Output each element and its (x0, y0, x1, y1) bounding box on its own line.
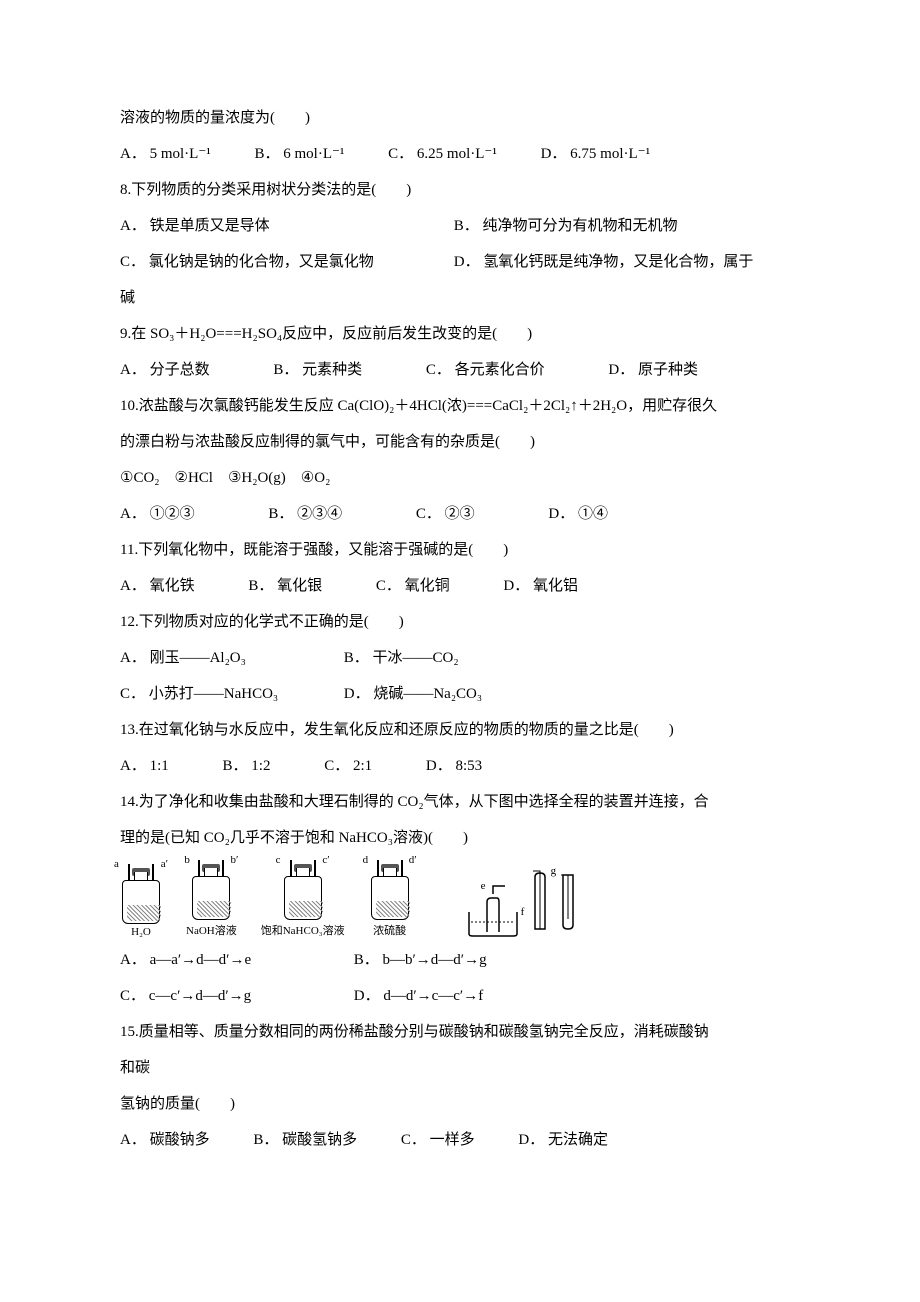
trough-icon (465, 884, 521, 938)
bottle-d-label-l: d (363, 854, 369, 866)
q10-opt-a: A． ①②③ (120, 496, 195, 532)
q11-opt-a: A． 氧化铁 (120, 568, 195, 604)
bottle-d: d d′ 浓硫酸 (369, 864, 411, 938)
q8-opt-d-cont: 碱 (120, 280, 800, 316)
bottle-b-caption: NaOH溶液 (186, 922, 237, 938)
label-f: f (521, 906, 525, 918)
q11-options: A． 氧化铁 B． 氧化银 C． 氧化铜 D． 氧化铝 (120, 568, 800, 604)
bottle-a-label-l: a (114, 858, 119, 870)
q9-opt-c: C． 各元素化合价 (426, 352, 545, 388)
q13-opt-d: D． 8:53 (426, 748, 482, 784)
bottle-d-label-r: d′ (409, 854, 417, 866)
q13-opt-b: B． 1:2 (223, 748, 271, 784)
q15-opt-d: D． 无法确定 (518, 1122, 608, 1158)
q10-options: A． ①②③ B． ②③④ C． ②③ D． ①④ (120, 496, 800, 532)
bottle-a-caption: H₂O (131, 926, 151, 938)
q7-opt-a: A． 5 mol·L⁻¹ (120, 136, 211, 172)
tube-down-icon (559, 869, 577, 933)
q7-opt-d: D． 6.75 mol·L⁻¹ (541, 136, 651, 172)
q8-opt-a: A． 铁是单质又是导体 (120, 208, 450, 244)
q12-opt-c: C． 小苏打——NaHCO₃ (120, 676, 340, 712)
label-g: g (551, 865, 557, 877)
q7-stem: 溶液的物质的量浓度为( ) (120, 100, 800, 136)
q9-opt-d: D． 原子种类 (608, 352, 698, 388)
q9-stem: 9.在 SO₃＋H₂O===H₂SO₄反应中，反应前后发生改变的是( ) (120, 316, 800, 352)
bottle-b-label-r: b′ (230, 854, 238, 866)
q7-opt-c: C． 6.25 mol·L⁻¹ (388, 136, 497, 172)
q12-row2: C． 小苏打——NaHCO₃ D． 烧碱——Na₂CO₃ (120, 676, 800, 712)
bottle-c-caption: 饱和NaHCO₃溶液 (261, 922, 345, 938)
q12-opt-b: B． 干冰——CO₂ (344, 640, 459, 676)
q13-opt-c: C． 2:1 (324, 748, 372, 784)
q15-stem3: 氢钠的质量( ) (120, 1086, 800, 1122)
q10-stem2: 的漂白粉与浓盐酸反应制得的氯气中，可能含有的杂质是( ) (120, 424, 800, 460)
q14-stem2: 理的是(已知 CO₂几乎不溶于饱和 NaHCO₃溶液)( ) (120, 820, 800, 856)
bottle-b: b b′ NaOH溶液 (186, 864, 237, 938)
q13-options: A． 1:1 B． 1:2 C． 2:1 D． 8:53 (120, 748, 800, 784)
q7-options: A． 5 mol·L⁻¹ B． 6 mol·L⁻¹ C． 6.25 mol·L⁻… (120, 136, 800, 172)
q15-stem1: 15.质量相等、质量分数相同的两份稀盐酸分别与碳酸钠和碳酸氢钠完全反应，消耗碳酸… (120, 1014, 800, 1050)
q14-row2: C． c—c′→d—d′→g D． d—d′→c—c′→f (120, 978, 800, 1014)
q15-opt-c: C． 一样多 (401, 1122, 475, 1158)
q10-opt-d: D． ①④ (548, 496, 608, 532)
bottle-c-label-r: c′ (322, 854, 329, 866)
q8-opt-d: D． 氢氧化钙既是纯净物，又是化合物，属于 (454, 254, 754, 270)
q11-stem: 11.下列氧化物中，既能溶于强酸，又能溶于强碱的是( ) (120, 532, 800, 568)
q10-opt-b: B． ②③④ (268, 496, 342, 532)
q11-opt-b: B． 氧化银 (248, 568, 322, 604)
bottle-b-label-l: b (184, 854, 190, 866)
q14-row1: A． a—a′→d—d′→e B． b—b′→d—d′→g (120, 942, 800, 978)
q14-diagram: a a′ H₂O b b′ NaOH溶液 c c′ 饱和NaHCO₃溶液 (120, 864, 800, 938)
q12-stem: 12.下列物质对应的化学式不正确的是( ) (120, 604, 800, 640)
q8-stem: 8.下列物质的分类采用树状分类法的是( ) (120, 172, 800, 208)
bottle-a: a a′ H₂O (120, 868, 162, 938)
q14-opt-a: A． a—a′→d—d′→e (120, 942, 350, 978)
q12-row1: A． 刚玉——Al₂O₃ B． 干冰——CO₂ (120, 640, 800, 676)
q7-opt-b: B． 6 mol·L⁻¹ (255, 136, 345, 172)
q11-opt-c: C． 氧化铜 (376, 568, 450, 604)
q10-circles: ①CO₂ ②HCl ③H₂O(g) ④O₂ (120, 460, 800, 496)
q8-row1: A． 铁是单质又是导体 B． 纯净物可分为有机物和无机物 (120, 208, 800, 244)
bottle-a-label-r: a′ (161, 858, 168, 870)
device-g: g (559, 869, 577, 938)
q14-opt-d: D． d—d′→c—c′→f (354, 978, 483, 1014)
tube-up-icon (531, 869, 549, 933)
device-e: e (465, 884, 521, 938)
bottle-d-caption: 浓硫酸 (373, 922, 406, 938)
q14-opt-c: C． c—c′→d—d′→g (120, 978, 350, 1014)
label-e: e (481, 880, 486, 892)
q15-opt-a: A． 碳酸钠多 (120, 1122, 210, 1158)
q13-stem: 13.在过氧化钠与水反应中，发生氧化反应和还原反应的物质的物质的量之比是( ) (120, 712, 800, 748)
q15-stem2: 和碳 (120, 1050, 800, 1086)
q12-opt-a: A． 刚玉——Al₂O₃ (120, 640, 340, 676)
q15-options: A． 碳酸钠多 B． 碳酸氢钠多 C． 一样多 D． 无法确定 (120, 1122, 800, 1158)
q13-opt-a: A． 1:1 (120, 748, 169, 784)
q9-opt-b: B． 元素种类 (273, 352, 362, 388)
q14-stem1: 14.为了净化和收集由盐酸和大理石制得的 CO₂气体，从下图中选择全程的装置并连… (120, 784, 800, 820)
q8-opt-c: C． 氯化钠是钠的化合物，又是氯化物 (120, 244, 450, 280)
bottle-c: c c′ 饱和NaHCO₃溶液 (261, 864, 345, 938)
q8-row2: C． 氯化钠是钠的化合物，又是氯化物 D． 氢氧化钙既是纯净物，又是化合物，属于 (120, 244, 800, 280)
q11-opt-d: D． 氧化铝 (503, 568, 578, 604)
device-f: f (531, 869, 549, 938)
q14-opt-b: B． b—b′→d—d′→g (354, 942, 487, 978)
bottle-c-label-l: c (276, 854, 281, 866)
q8-opt-b: B． 纯净物可分为有机物和无机物 (454, 218, 678, 234)
q9-options: A． 分子总数 B． 元素种类 C． 各元素化合价 D． 原子种类 (120, 352, 800, 388)
collection-devices: e f g (465, 869, 577, 938)
q12-opt-d: D． 烧碱——Na₂CO₃ (344, 676, 482, 712)
q10-stem1: 10.浓盐酸与次氯酸钙能发生反应 Ca(ClO)₂＋4HCl(浓)===CaCl… (120, 388, 800, 424)
q9-opt-a: A． 分子总数 (120, 352, 210, 388)
q10-opt-c: C． ②③ (416, 496, 475, 532)
q15-opt-b: B． 碳酸氢钠多 (253, 1122, 357, 1158)
